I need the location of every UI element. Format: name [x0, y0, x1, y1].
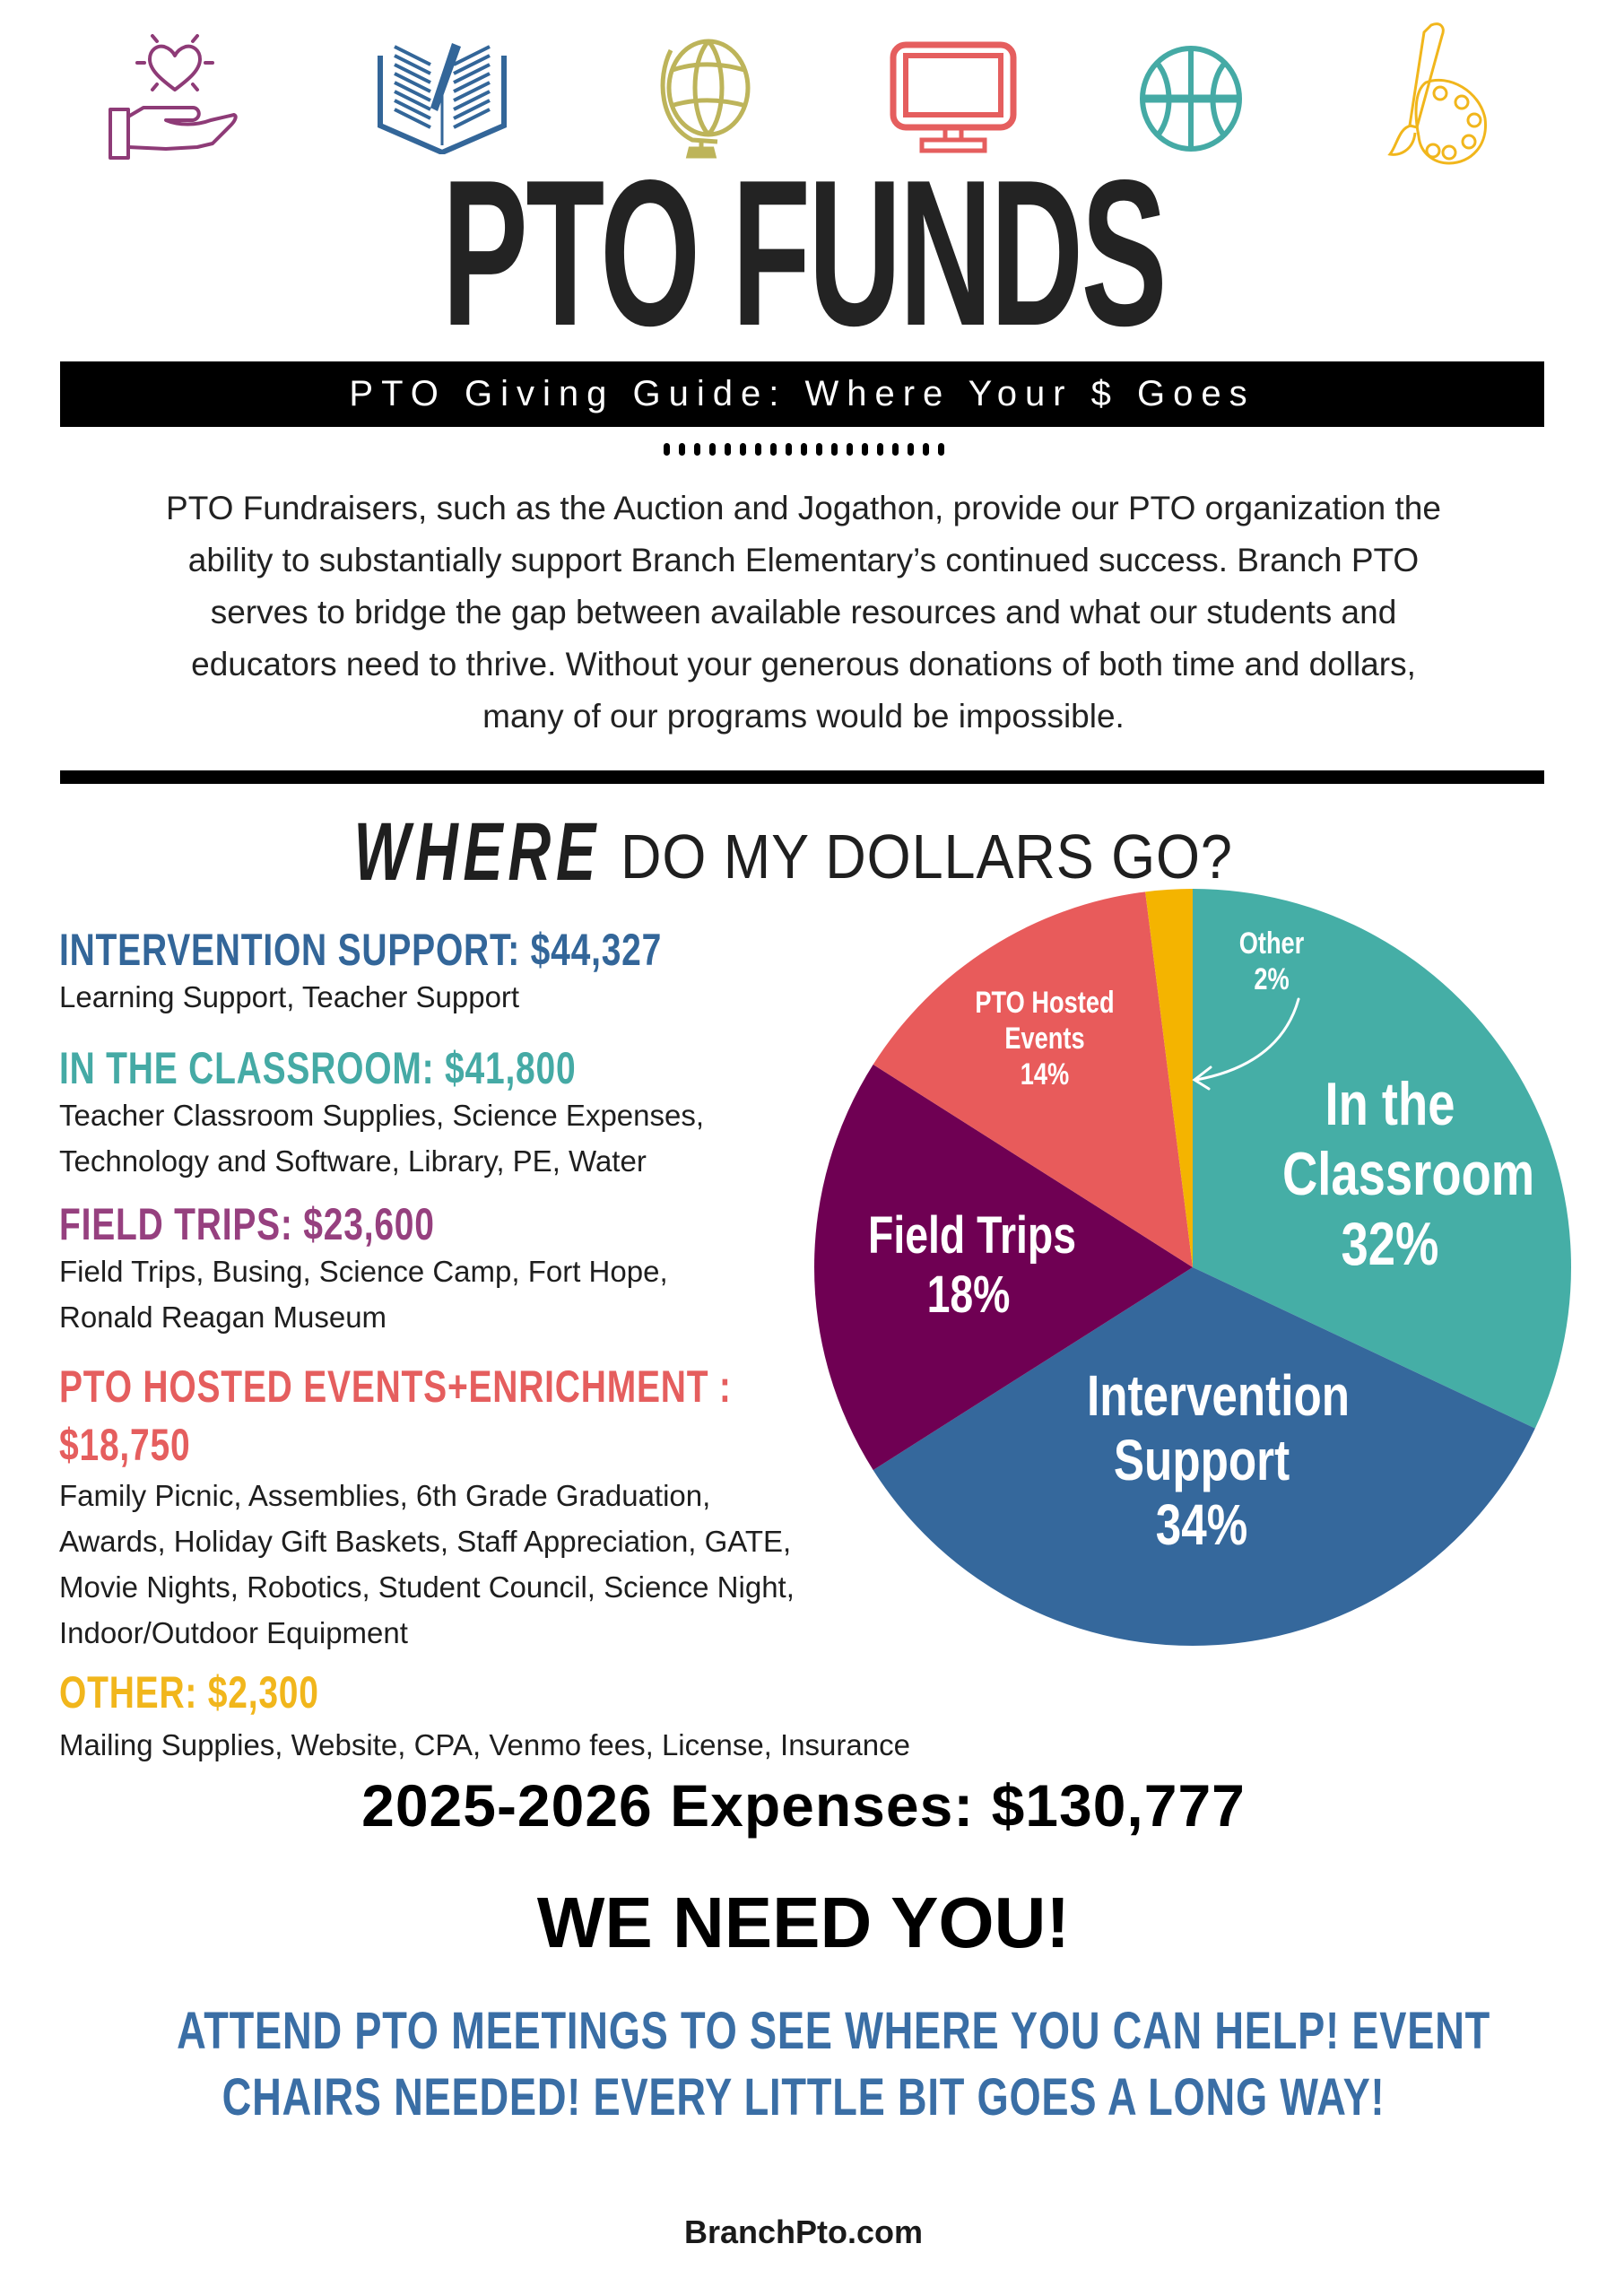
category-description: Awards, Holiday Gift Baskets, Staff Appr…	[59, 1525, 792, 1558]
arrow-icon	[1192, 997, 1300, 1091]
pie-slice-intervention-support	[873, 1267, 1535, 1646]
computer-monitor-icon	[890, 41, 1017, 153]
category-in-the-classroom: IN THE CLASSROOM: $41,800 Teacher Classr…	[59, 1042, 722, 1184]
intro-line: serves to bridge the gap between availab…	[210, 594, 1397, 631]
dotted-divider	[0, 443, 1607, 456]
attend-message: ATTEND PTO MEETINGS TO SEE WHERE YOU CAN…	[0, 1998, 1607, 2131]
category-description: Ronald Reagan Museum	[59, 1300, 387, 1334]
hand-heart-icon	[109, 34, 238, 160]
pie-chart: In the Classroom 32% Intervention Suppor…	[789, 861, 1596, 1668]
category-pto-hosted-events: PTO HOSTED EVENTS+ENRICHMENT : $18,750 F…	[59, 1356, 921, 1656]
category-description: Mailing Supplies, Website, CPA, Venmo fe…	[59, 1728, 910, 1761]
category-heading: OTHER: $2,300	[59, 1667, 319, 1718]
intro-line: many of our programs would be impossible…	[482, 698, 1125, 735]
website-link[interactable]: BranchPto.com	[683, 2213, 924, 2250]
category-description: Technology and Software, Library, PE, Wa…	[59, 1144, 647, 1178]
pie-slice-field-trips	[814, 1064, 1193, 1471]
pie-label-pto-events: PTO Hosted Events 14%	[975, 986, 1115, 1091]
call-to-action-heading: WE NEED YOU!	[536, 1883, 1071, 1962]
paint-palette-icon	[1387, 22, 1487, 165]
category-description: Movie Nights, Robotics, Student Council,…	[59, 1570, 795, 1604]
pie-slice-other	[1145, 889, 1193, 1267]
basketball-icon	[1140, 46, 1242, 152]
category-heading: FIELD TRIPS: $23,600	[59, 1199, 435, 1249]
category-description: Teacher Classroom Supplies, Science Expe…	[59, 1099, 705, 1132]
category-description: Indoor/Outdoor Equipment	[59, 1616, 408, 1649]
category-description: Learning Support, Teacher Support	[59, 980, 520, 1013]
intro-paragraph: PTO Fundraisers, such as the Auction and…	[63, 483, 1544, 743]
category-description: Field Trips, Busing, Science Camp, Fort …	[59, 1255, 668, 1288]
category-other: OTHER: $2,300 Mailing Supplies, Website,…	[59, 1666, 910, 1768]
intro-line: educators need to thrive. Without your g…	[191, 646, 1416, 683]
category-heading: INTERVENTION SUPPORT: $44,327	[59, 925, 663, 975]
category-heading-amount: $18,750	[59, 1420, 191, 1470]
intro-line: PTO Fundraisers, such as the Auction and…	[166, 490, 1441, 526]
attend-line: ATTEND PTO MEETINGS TO SEE WHERE YOU CAN…	[177, 2002, 1491, 2060]
section-heading: WHERE DO MY DOLLARS GO?	[0, 805, 1607, 900]
subtitle-text: PTO Giving Guide: Where Your $ Goes	[349, 374, 1255, 413]
total-expenses: 2025-2026 Expenses: $130,777	[361, 1772, 1246, 1839]
open-book-pencil-icon	[378, 43, 507, 154]
pie-label-other: Other 2%	[1238, 926, 1305, 996]
subtitle-banner: PTO Giving Guide: Where Your $ Goes	[60, 361, 1544, 427]
section-divider	[60, 770, 1544, 784]
pie-label-intervention: Intervention Support 34%	[1087, 1363, 1350, 1557]
category-heading: PTO HOSTED EVENTS+ENRICHMENT :	[59, 1361, 732, 1412]
pie-label-field-trips: Field Trips 18%	[868, 1206, 1077, 1324]
page-title: PTO FUNDS	[441, 137, 1168, 370]
category-intervention-support: INTERVENTION SUPPORT: $44,327 Learning S…	[59, 924, 832, 1020]
pie-label-classroom: In the Classroom 32%	[1282, 1070, 1535, 1278]
section-heading-emphasis: WHERE	[353, 806, 602, 898]
attend-line: CHAIRS NEEDED! EVERY LITTLE BIT GOES A L…	[222, 2068, 1385, 2126]
intro-line: ability to substantially support Branch …	[187, 542, 1420, 578]
category-description: Family Picnic, Assemblies, 6th Grade Gra…	[59, 1479, 711, 1512]
globe-icon	[660, 39, 751, 159]
category-heading: IN THE CLASSROOM: $41,800	[59, 1043, 577, 1093]
category-field-trips: FIELD TRIPS: $23,600 Field Trips, Busing…	[59, 1198, 668, 1340]
pie-slice-pto-hosted-events	[873, 891, 1193, 1267]
section-heading-rest: DO MY DOLLARS GO?	[621, 822, 1233, 891]
